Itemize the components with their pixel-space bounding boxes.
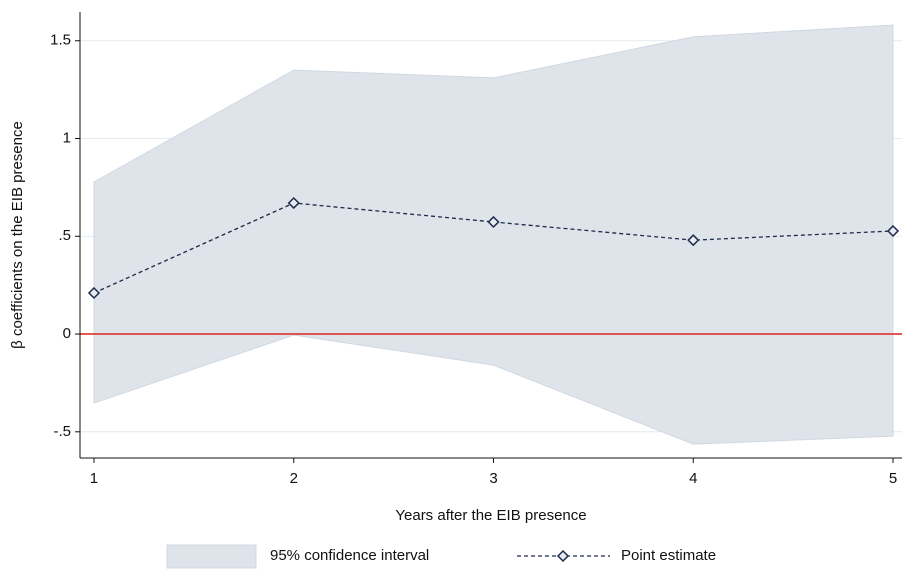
y-tick-label: 1.5 — [50, 32, 71, 49]
x-tick-label: 3 — [489, 470, 497, 487]
point-marker — [87, 286, 101, 300]
y-tick-label: 1 — [63, 129, 71, 146]
point-estimate-line — [93, 202, 894, 294]
confidence-band — [93, 24, 894, 445]
y-tick-label: .5 — [58, 227, 71, 244]
point-marker — [287, 196, 300, 210]
legend-label: 95% confidence interval — [270, 547, 429, 564]
x-tick-label: 5 — [889, 470, 897, 487]
y-axis-label: β coefficients on the EIB presence — [9, 121, 26, 349]
point-marker — [487, 215, 500, 229]
x-tick-label: 4 — [689, 470, 697, 487]
y-tick-label: -.5 — [53, 423, 71, 440]
y-tick-label: 0 — [63, 325, 71, 342]
legend-marker — [556, 549, 570, 563]
x-tick-label: 1 — [90, 470, 98, 487]
point-marker — [886, 224, 900, 238]
x-tick-label: 2 — [290, 470, 298, 487]
legend-label: Point estimate — [621, 547, 716, 564]
legend-swatch — [166, 544, 257, 569]
x-axis-label: Years after the EIB presence — [395, 507, 586, 524]
point-marker — [687, 234, 700, 247]
